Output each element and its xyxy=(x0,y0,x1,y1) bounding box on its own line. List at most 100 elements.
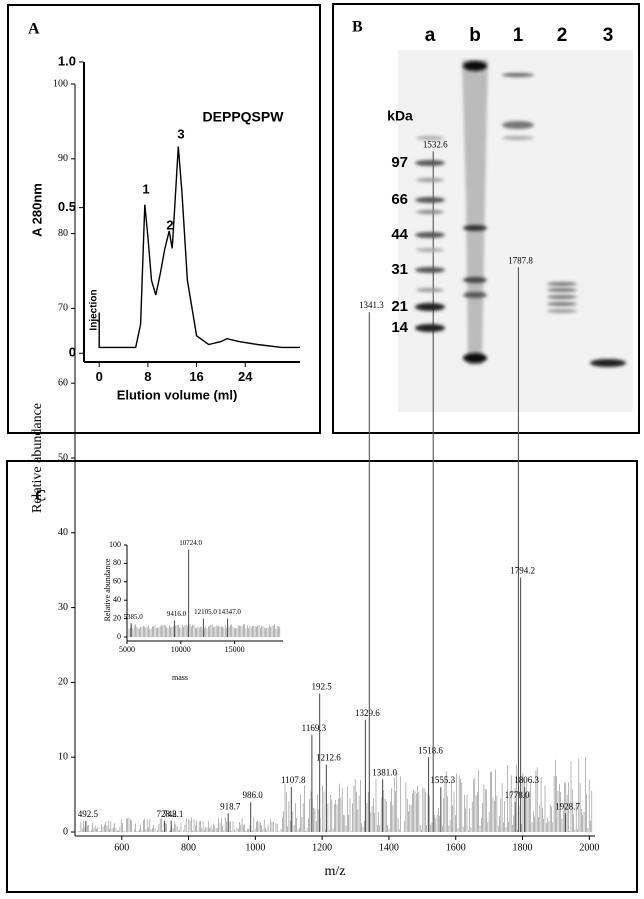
panel-label: A xyxy=(28,21,40,38)
peak-label: 1341.3 xyxy=(359,300,384,310)
y-tick-label: 80 xyxy=(58,228,68,239)
peak-label: 2 xyxy=(166,217,173,232)
y-tick-label: 1.0 xyxy=(58,53,76,68)
lane-label: 1 xyxy=(513,25,524,46)
peak-label: 12105.0 xyxy=(194,608,217,616)
y-tick-label: 40 xyxy=(113,595,121,604)
gel-band xyxy=(547,309,577,313)
gel-band xyxy=(547,295,577,299)
gel-band xyxy=(547,302,577,306)
peak-label: 192.5 xyxy=(312,682,333,692)
lane-label: b xyxy=(469,25,481,46)
x-tick-label: 24 xyxy=(238,369,253,384)
peak-label: 1381.0 xyxy=(372,768,397,778)
peak-label: 492.5 xyxy=(78,809,99,819)
gel-smear xyxy=(462,60,488,365)
gel-band xyxy=(415,232,445,238)
lane-label: 3 xyxy=(603,25,614,46)
peak-label: 1787.8 xyxy=(508,255,533,265)
peak-label: 10724.0 xyxy=(179,539,202,547)
gel-band xyxy=(416,210,444,214)
injection-label: Injection xyxy=(89,289,100,330)
x-axis-label: mass xyxy=(172,673,188,682)
x-tick-label: 15000 xyxy=(225,645,245,654)
y-tick-label: 80 xyxy=(113,558,121,567)
x-tick-label: 1800 xyxy=(513,842,533,853)
x-tick-label: 8 xyxy=(144,369,151,384)
gel-band xyxy=(416,178,444,182)
gel-band xyxy=(502,121,534,129)
x-axis-label: Elution volume (ml) xyxy=(117,387,238,402)
gel-band xyxy=(547,282,577,286)
panel-c-frame xyxy=(6,460,638,893)
y-tick-label: 50 xyxy=(58,452,68,463)
y-tick-label: 40 xyxy=(58,527,68,538)
x-tick-label: 0 xyxy=(96,369,103,384)
peak-label: 986.0 xyxy=(243,790,264,800)
peak-label: 918.7 xyxy=(220,801,241,811)
marker-label: 44 xyxy=(391,226,408,243)
gel-band xyxy=(590,359,626,367)
y-tick-label: 0 xyxy=(69,345,76,360)
gel-band xyxy=(416,136,444,140)
panel-b-frame xyxy=(332,3,640,434)
y-tick-label: 100 xyxy=(109,540,121,549)
x-tick-label: 5000 xyxy=(119,645,135,654)
gel-band xyxy=(415,160,445,166)
x-axis-label: m/z xyxy=(325,864,346,879)
y-tick-label: 70 xyxy=(58,303,68,314)
y-axis-label: Relative abundance xyxy=(30,403,45,513)
gel-band xyxy=(463,225,487,231)
gel-band xyxy=(415,197,445,203)
gel-band xyxy=(416,248,444,252)
peak-label: 1806.3 xyxy=(514,775,539,785)
gel-band xyxy=(416,288,444,292)
peak-label: 1555.3 xyxy=(430,775,455,785)
gel-band xyxy=(463,292,487,298)
peak-label: 1794.2 xyxy=(510,566,535,576)
peak-label: 1212.6 xyxy=(316,753,341,763)
peak-label: 1778.0 xyxy=(505,790,530,800)
marker-label: 97 xyxy=(391,154,408,171)
peak-label: 5385.0 xyxy=(124,613,144,621)
peak-label: 1532.6 xyxy=(423,139,448,149)
y-tick-label: 30 xyxy=(58,602,68,613)
peak-label: 728.2 xyxy=(156,809,176,819)
noise xyxy=(78,757,593,832)
marker-label: 66 xyxy=(391,191,408,208)
y-tick-label: 20 xyxy=(58,677,68,688)
panel-label: B xyxy=(352,19,363,36)
x-tick-label: 800 xyxy=(181,842,196,853)
gel-background xyxy=(398,50,633,412)
annotation: DEPPQSPW xyxy=(203,109,285,125)
x-tick-label: 1000 xyxy=(245,842,265,853)
y-tick-label: 0.5 xyxy=(58,199,76,214)
y-axis-label: Relative abundance xyxy=(103,558,112,621)
x-tick-label: 1200 xyxy=(312,842,332,853)
gel-band xyxy=(463,61,487,71)
gel-band xyxy=(547,288,577,292)
unit-label: kDa xyxy=(387,108,413,124)
y-tick-label: 0 xyxy=(117,632,121,641)
marker-label: 14 xyxy=(391,319,408,336)
y-tick-label: 60 xyxy=(58,377,68,388)
panel-a-frame xyxy=(7,4,321,434)
x-tick-label: 600 xyxy=(114,842,129,853)
y-axis-label: A 280nm xyxy=(29,183,44,237)
peak-label: 1 xyxy=(142,181,149,196)
y-tick-label: 60 xyxy=(113,577,121,586)
y-tick-label: 100 xyxy=(53,78,68,89)
peak-label: 3 xyxy=(177,126,184,141)
peak-label: 14347.0 xyxy=(218,608,241,616)
gel-band xyxy=(463,353,487,363)
x-tick-label: 2000 xyxy=(579,842,599,853)
peak-label: 1107.8 xyxy=(281,775,306,785)
gel-band xyxy=(502,73,534,77)
peak-label: 1169.3 xyxy=(302,723,327,733)
x-tick-label: 1600 xyxy=(446,842,466,853)
x-tick-label: 10000 xyxy=(171,645,191,654)
data-line xyxy=(98,146,300,349)
y-tick-label: 0 xyxy=(63,826,68,837)
marker-label: 31 xyxy=(391,261,408,278)
